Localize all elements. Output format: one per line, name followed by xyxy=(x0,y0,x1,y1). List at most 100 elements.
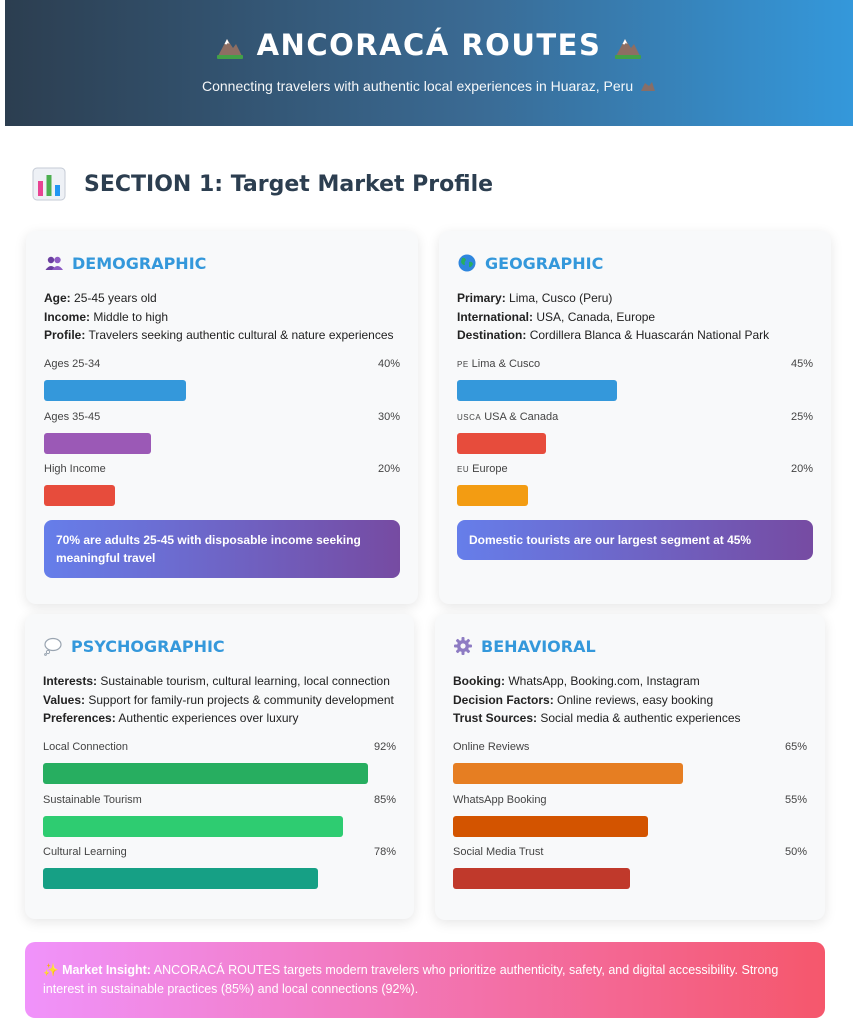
info-line: Age: 25-45 years old xyxy=(44,289,394,308)
rock-icon xyxy=(641,82,655,91)
market-insight-label: Market Insight: xyxy=(62,963,151,977)
bar-label: Ages 35-45 xyxy=(44,411,101,423)
bar-percent: 92% xyxy=(373,741,396,753)
card-info: Interests: Sustainable tourism, cultural… xyxy=(43,672,394,728)
bar-fill xyxy=(43,763,368,784)
info-key: Trust Sources: xyxy=(453,711,538,725)
info-value: Sustainable tourism, cultural learning, … xyxy=(100,674,390,688)
flag-code: USCA xyxy=(457,413,482,422)
info-key: International: xyxy=(457,309,534,324)
stat-bar: PE Lima & Cusco 45% xyxy=(457,358,813,403)
bar-percent: 30% xyxy=(377,411,400,423)
insight-box: Domestic tourists are our largest segmen… xyxy=(457,520,813,560)
info-key: Interests: xyxy=(43,674,98,688)
bar-label: Sustainable Tourism xyxy=(43,794,142,806)
info-value: Middle to high xyxy=(93,309,169,324)
info-line: Profile: Travelers seeking authentic cul… xyxy=(44,326,394,345)
bar-percent: 55% xyxy=(784,794,807,806)
info-value: Authentic experiences over luxury xyxy=(118,711,299,725)
info-line: Booking: WhatsApp, Booking.com, Instagra… xyxy=(453,672,741,691)
insight-text: 70% are adults 25-45 with disposable inc… xyxy=(56,533,361,565)
bar-percent: 40% xyxy=(377,358,400,370)
bar-label: PE Lima & Cusco xyxy=(457,358,540,370)
stat-bar: Ages 35-45 30% xyxy=(44,411,400,456)
bar-fill xyxy=(43,816,344,837)
bar-fill xyxy=(44,380,187,401)
bar-label: Cultural Learning xyxy=(43,846,127,858)
brand-title: ANCORACÁ ROUTES xyxy=(5,28,853,62)
mountain-icon xyxy=(615,39,642,59)
bar-label: High Income xyxy=(44,463,106,475)
bar-label: Ages 25-34 xyxy=(44,358,101,370)
info-key: Primary: xyxy=(457,291,506,305)
market-insight-banner: ✨ Market Insight: ANCORACÁ ROUTES target… xyxy=(25,942,825,1018)
stat-bar: EU Europe 20% xyxy=(457,463,813,508)
bar-percent: 25% xyxy=(790,411,813,423)
info-key: Destination: xyxy=(457,328,527,342)
info-line: Primary: Lima, Cusco (Peru) xyxy=(457,289,769,308)
bar-percent: 65% xyxy=(784,741,807,753)
bar-label: Social Media Trust xyxy=(453,846,544,858)
bar-fill xyxy=(453,763,684,784)
info-key: Age: xyxy=(44,291,71,305)
bar-label: Online Reviews xyxy=(453,741,530,753)
info-line: Values: Support for family-run projects … xyxy=(43,691,394,710)
flag-code: PE xyxy=(457,360,469,369)
behavioral-card: BEHAVIORAL Booking: WhatsApp, Booking.co… xyxy=(435,614,825,920)
card-header: GEOGRAPHIC xyxy=(457,253,603,273)
thought-bubble-icon xyxy=(44,637,62,656)
bar-label: EU Europe xyxy=(457,463,508,475)
bar-percent: 20% xyxy=(790,463,813,475)
bar-label: USCA USA & Canada xyxy=(457,411,558,423)
info-line: Trust Sources: Social media & authentic … xyxy=(453,709,741,728)
card-info: Age: 25-45 years old Income: Middle to h… xyxy=(44,289,394,345)
bar-percent: 78% xyxy=(373,846,396,858)
bar-fill xyxy=(457,433,546,454)
mountain-icon xyxy=(216,39,243,59)
card-title: BEHAVIORAL xyxy=(481,636,596,656)
bar-label: WhatsApp Booking xyxy=(453,794,547,806)
info-key: Preferences: xyxy=(43,711,116,725)
card-header: DEMOGRAPHIC xyxy=(44,253,206,273)
stat-bar: Sustainable Tourism 85% xyxy=(43,794,396,839)
brand-title-text: ANCORACÁ ROUTES xyxy=(256,28,602,62)
market-insight-text: ANCORACÁ ROUTES targets modern travelers… xyxy=(43,963,779,996)
bar-chart-icon xyxy=(32,167,66,201)
stat-bar: Local Connection 92% xyxy=(43,741,396,786)
bar-percent: 50% xyxy=(784,846,807,858)
brand-subtitle: Connecting travelers with authentic loca… xyxy=(5,78,853,94)
bar-fill xyxy=(43,868,319,889)
info-key: Values: xyxy=(43,692,86,707)
info-value: USA, Canada, Europe xyxy=(536,309,656,324)
stat-bar: High Income 20% xyxy=(44,463,400,508)
bar-label-text: Europe xyxy=(472,463,508,475)
bar-fill xyxy=(44,433,151,454)
section-title: SECTION 1: Target Market Profile xyxy=(84,171,494,197)
info-key: Profile: xyxy=(44,328,86,342)
bar-label: Local Connection xyxy=(43,741,129,753)
card-header: BEHAVIORAL xyxy=(453,636,596,656)
stat-bar: USCA USA & Canada 25% xyxy=(457,411,813,456)
bar-label-text: Lima & Cusco xyxy=(471,358,541,370)
demographic-card: DEMOGRAPHIC Age: 25-45 years old Income:… xyxy=(26,231,418,604)
card-title: PSYCHOGRAPHIC xyxy=(71,636,225,656)
info-line: Decision Factors: Online reviews, easy b… xyxy=(453,691,741,710)
bar-fill xyxy=(453,816,648,837)
info-value: Support for family-run projects & commun… xyxy=(88,692,394,707)
gear-icon xyxy=(454,637,472,655)
bar-label-text: USA & Canada xyxy=(484,411,559,423)
globe-icon xyxy=(458,254,476,272)
info-value: WhatsApp, Booking.com, Instagram xyxy=(508,674,700,688)
card-title: GEOGRAPHIC xyxy=(485,253,604,273)
people-icon xyxy=(45,256,63,270)
info-value: 25-45 years old xyxy=(74,291,157,305)
info-value: Lima, Cusco (Peru) xyxy=(509,291,613,305)
card-title: DEMOGRAPHIC xyxy=(72,253,207,273)
stat-bar: Cultural Learning 78% xyxy=(43,846,396,891)
bar-fill xyxy=(457,485,529,506)
info-key: Decision Factors: xyxy=(453,692,554,707)
info-key: Booking: xyxy=(453,674,505,688)
brand-subtitle-text: Connecting travelers with authentic loca… xyxy=(201,78,634,94)
stat-bar: WhatsApp Booking 55% xyxy=(453,794,807,839)
bar-fill xyxy=(457,380,618,401)
